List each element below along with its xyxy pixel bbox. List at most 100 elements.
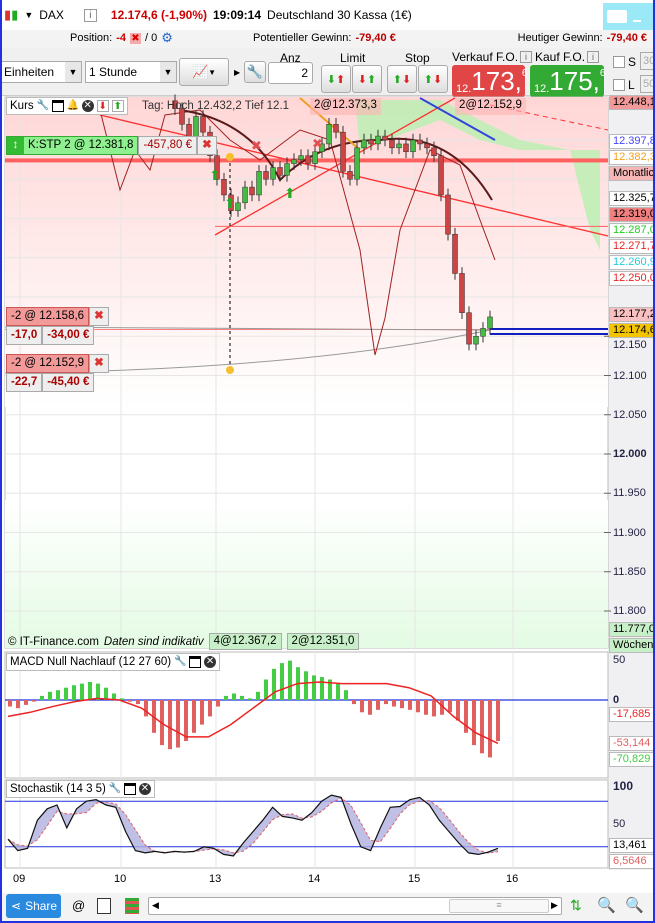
indicator-button[interactable]: 📈 ▼	[179, 58, 229, 86]
macd-bar	[336, 683, 340, 700]
limit-sell-button[interactable]: ⬇⬆	[352, 65, 382, 93]
bottom-toolbar: ⋖ Share @ ◀ ≡ ▶ ⇅ 🔍 🔍	[0, 893, 655, 921]
candle	[291, 159, 297, 164]
price-tick: 12.000	[613, 448, 647, 460]
units-select[interactable]: Einheiten ▼	[0, 61, 82, 83]
close-icon[interactable]: ✕	[204, 656, 217, 668]
horizontal-scrollbar[interactable]: ◀ ≡ ▶	[148, 897, 562, 915]
price-tick: 11.800	[613, 605, 646, 617]
sell-button[interactable]: 12. 173, 6	[452, 65, 527, 97]
candle	[389, 139, 395, 149]
buy-arrow-icon[interactable]: ⬆	[111, 100, 124, 112]
minimize-icon[interactable]	[633, 19, 641, 22]
macd-bar	[312, 675, 316, 700]
scroll-left-icon[interactable]: ◀	[152, 900, 159, 910]
info-icon[interactable]: i	[520, 51, 533, 63]
stop-order-tag[interactable]: ↕ K:STP 2 @ 12.381,8 -457,80 € ✖	[6, 136, 217, 155]
scroll-right-icon[interactable]: ▶	[551, 900, 558, 910]
macd-bar	[432, 700, 436, 717]
gear-icon[interactable]: ⚙	[161, 30, 173, 45]
buy-button[interactable]: 12. 175, 6	[530, 65, 605, 97]
zoom-out-icon[interactable]: 🔍	[625, 897, 644, 914]
wrench-icon[interactable]: 🔧	[36, 100, 50, 111]
zoom-fit-icon[interactable]: 🔍	[597, 897, 616, 914]
orderbook-icon[interactable]	[125, 898, 139, 914]
drag-handle-icon[interactable]: ↕	[7, 137, 24, 154]
link-icon[interactable]: @	[72, 898, 86, 913]
macd-bar	[112, 693, 116, 700]
keyboard-button[interactable]	[603, 3, 655, 30]
macd-value-label: -70,829	[609, 752, 655, 768]
s-input[interactable]: 30	[640, 52, 655, 70]
bell-icon[interactable]: 🔔	[66, 100, 80, 111]
window-icon[interactable]	[51, 100, 64, 112]
macd-bar	[368, 700, 372, 715]
expand-arrow-icon[interactable]: ▶	[234, 68, 241, 77]
macd-bar	[480, 700, 484, 754]
l-input[interactable]: 50	[640, 75, 655, 93]
chevron-down-icon: ▼	[160, 62, 176, 82]
date-tick: 13	[209, 873, 222, 885]
stop-buy-button[interactable]: ⬆⬇	[387, 65, 417, 93]
l-checkbox[interactable]	[613, 79, 625, 91]
position-label[interactable]: -2 @ 12.158,6	[6, 307, 90, 326]
candle	[235, 202, 241, 211]
stop-order-icon: ⬆⬇	[423, 73, 443, 86]
macd-bar	[376, 700, 380, 710]
s-checkbox[interactable]	[613, 56, 625, 68]
candle	[228, 194, 234, 211]
info-icon[interactable]: i	[83, 8, 97, 22]
info-icon[interactable]: i	[587, 51, 600, 63]
candle	[249, 186, 255, 196]
buy-label: Kauf F.O.	[535, 50, 586, 64]
position-label[interactable]: -2 @ 12.152,9	[6, 354, 90, 373]
wrench-icon[interactable]: 🔧	[108, 783, 122, 794]
date-tick: 09	[13, 873, 26, 885]
last-price: 12.174,6 (-1,90%)	[110, 8, 207, 22]
interval-select[interactable]: 1 Stunde ▼	[85, 61, 177, 83]
symbol-label[interactable]: DAX	[39, 8, 64, 22]
window-icon[interactable]	[189, 656, 202, 668]
price-label: 12.287,0	[609, 222, 655, 238]
macd-panel-header: MACD Null Nachlauf (12 27 60) 🔧 ✕	[6, 653, 221, 671]
sell-price-main: 173,	[471, 66, 522, 96]
close-icon[interactable]: ✕	[138, 783, 151, 795]
stop-sell-button[interactable]: ⬆⬇	[418, 65, 448, 93]
macd-bar	[456, 700, 460, 721]
order-tag[interactable]: 4@12.367,2	[208, 633, 282, 650]
report-icon[interactable]	[97, 898, 111, 914]
quantity-input[interactable]	[268, 62, 313, 84]
chevron-down-icon[interactable]: ▼	[24, 10, 34, 20]
share-button[interactable]: ⋖ Share	[6, 894, 61, 918]
price-label: 12.319,0	[609, 206, 655, 222]
window-icon[interactable]	[123, 783, 136, 795]
buy-price-main: 175,	[549, 66, 600, 96]
close-icon[interactable]: ✕	[81, 100, 94, 112]
cancel-stop-button[interactable]: ✖	[197, 136, 217, 155]
date-tick: 16	[506, 873, 519, 885]
close-position-button[interactable]: ✖	[89, 354, 109, 373]
position-tag[interactable]: -2 @ 12.158,6 ✖ -17,0 -34,00 €	[6, 307, 109, 345]
scroll-thumb[interactable]: ≡	[449, 899, 549, 913]
macd-bar	[400, 700, 404, 709]
position-tag[interactable]: -2 @ 12.152,9 ✖ -22,7 -45,40 €	[6, 354, 109, 392]
wrench-button[interactable]: 🔧	[244, 61, 266, 83]
order-tag[interactable]: 2@12.152,9	[455, 98, 526, 115]
limit-buy-button[interactable]: ⬇⬆	[321, 65, 351, 93]
wrench-icon[interactable]: 🔧	[174, 656, 187, 667]
autoscale-icon[interactable]: ⇅	[570, 897, 582, 913]
candle	[438, 155, 444, 196]
candlestick-icon[interactable]: ▮▮	[4, 7, 19, 22]
moving-average	[179, 109, 493, 201]
close-position-button[interactable]: ✖	[89, 307, 109, 326]
candle	[368, 139, 374, 145]
position-pnl: -34,00 €	[42, 326, 95, 345]
order-tag[interactable]: 2@12.351,0	[286, 633, 360, 650]
sell-arrow-icon[interactable]: ⬇	[96, 100, 109, 112]
stop-order-label[interactable]: ↕ K:STP 2 @ 12.381,8	[6, 136, 139, 155]
order-tag[interactable]: 2@12.373,3	[310, 98, 381, 115]
close-position-icon[interactable]: ✖	[129, 32, 141, 44]
candle	[487, 316, 493, 329]
limit-order-icon: ⬇⬆	[326, 73, 346, 86]
